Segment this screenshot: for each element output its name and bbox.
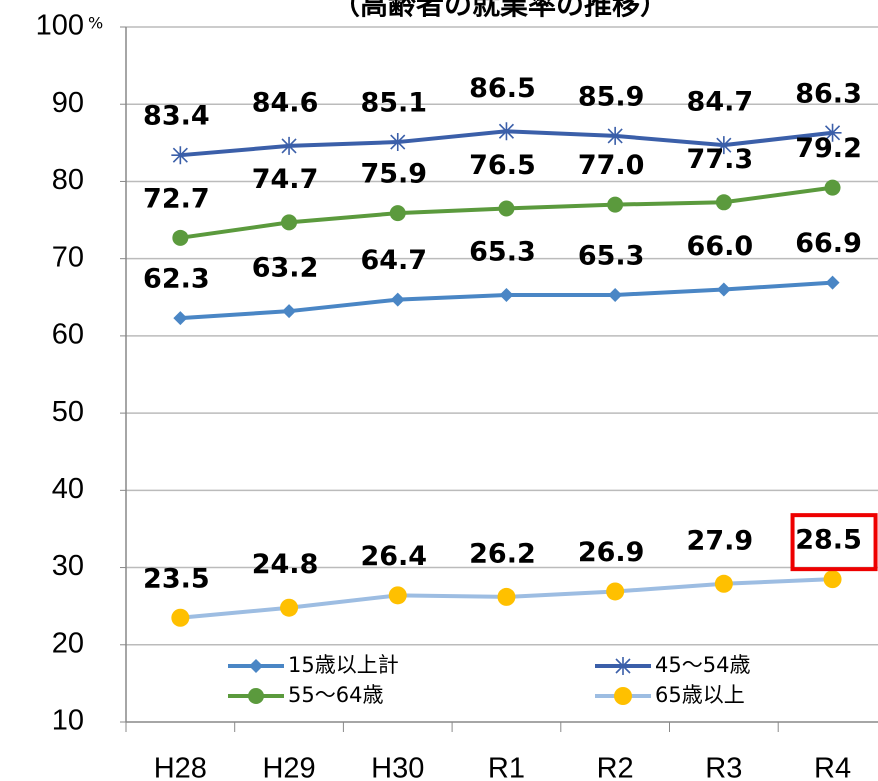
data-label: 77.3 xyxy=(687,144,754,175)
marker xyxy=(248,688,264,704)
marker xyxy=(281,214,298,231)
data-label: 79.2 xyxy=(795,133,862,164)
marker xyxy=(388,133,407,152)
legend-label: 65歳以上 xyxy=(655,683,745,707)
x-tick-label: H29 xyxy=(262,753,315,781)
chart-title: （高齢者の就業率の推移） xyxy=(332,0,668,21)
data-label: 23.5 xyxy=(143,563,210,594)
data-label: 66.0 xyxy=(687,231,754,262)
legend-label: 55〜64歳 xyxy=(288,683,383,707)
y-tick-label: 90 xyxy=(52,87,84,119)
marker xyxy=(388,586,407,605)
y-tick-label: 100 xyxy=(36,10,84,42)
marker xyxy=(497,587,516,606)
data-label: 84.6 xyxy=(252,87,319,118)
data-label: 66.9 xyxy=(795,228,862,259)
x-tick-label: R4 xyxy=(814,753,851,781)
marker xyxy=(499,287,514,302)
marker xyxy=(608,287,623,302)
data-label: 64.7 xyxy=(360,245,427,276)
data-label: 28.5 xyxy=(795,525,862,556)
marker xyxy=(714,136,733,155)
data-label: 85.9 xyxy=(578,81,645,112)
data-label: 86.5 xyxy=(469,73,536,104)
y-tick-label: 80 xyxy=(52,164,84,196)
marker xyxy=(282,304,297,319)
y-tick-label: 20 xyxy=(52,627,84,659)
x-tick-label: R1 xyxy=(488,753,525,781)
unit-label: % xyxy=(88,14,103,33)
marker xyxy=(280,598,299,617)
legend-label: 15歳以上計 xyxy=(288,653,399,677)
data-label: 26.2 xyxy=(469,538,536,569)
data-label: 77.0 xyxy=(578,150,645,181)
marker xyxy=(614,687,632,705)
data-label: 86.3 xyxy=(795,78,862,109)
data-label: 26.9 xyxy=(578,537,645,568)
y-tick-label: 40 xyxy=(52,473,84,505)
data-label: 27.9 xyxy=(687,525,754,556)
data-label: 63.2 xyxy=(252,253,319,284)
marker xyxy=(606,126,625,145)
highlight-box xyxy=(790,513,878,572)
marker xyxy=(823,123,842,142)
marker xyxy=(389,205,406,222)
marker xyxy=(172,229,189,246)
data-label: 74.7 xyxy=(252,164,319,195)
y-tick-label: 50 xyxy=(52,396,84,428)
x-tick-label: R2 xyxy=(597,753,634,781)
marker xyxy=(823,570,842,589)
marker xyxy=(280,136,299,155)
marker xyxy=(825,275,840,290)
marker xyxy=(716,282,731,297)
data-label: 26.4 xyxy=(360,541,427,572)
legend-item: 45〜54歳 xyxy=(595,653,750,677)
marker xyxy=(714,574,733,593)
data-label: 65.3 xyxy=(578,240,645,271)
data-label: 76.5 xyxy=(469,150,536,181)
y-tick-label: 60 xyxy=(52,319,84,351)
data-label: 85.1 xyxy=(360,88,427,119)
marker xyxy=(497,122,516,141)
x-tick-label: H30 xyxy=(371,753,424,781)
marker xyxy=(390,292,405,307)
legend-label: 45〜54歳 xyxy=(655,653,750,677)
y-tick-label: 70 xyxy=(52,241,84,273)
data-label: 84.7 xyxy=(687,87,754,118)
data-label: 24.8 xyxy=(252,549,319,580)
legend-item: 15歳以上計 xyxy=(228,653,399,677)
y-tick-label: 10 xyxy=(52,705,84,737)
marker xyxy=(173,311,188,326)
data-label: 83.4 xyxy=(143,101,210,132)
marker xyxy=(498,200,515,217)
legend-item: 55〜64歳 xyxy=(228,683,383,707)
data-label: 75.9 xyxy=(360,159,427,190)
data-label: 65.3 xyxy=(469,236,536,267)
marker xyxy=(614,657,632,675)
marker xyxy=(715,194,732,211)
marker xyxy=(824,179,841,196)
marker xyxy=(171,608,190,627)
marker xyxy=(607,196,624,213)
marker xyxy=(249,659,263,673)
data-label: 62.3 xyxy=(143,264,210,295)
y-tick-label: 30 xyxy=(52,550,84,582)
marker xyxy=(171,146,190,165)
x-tick-label: R3 xyxy=(705,753,742,781)
marker xyxy=(606,582,625,601)
x-tick-label: H28 xyxy=(154,753,207,781)
data-label: 72.7 xyxy=(143,183,210,214)
legend-item: 65歳以上 xyxy=(595,683,745,707)
